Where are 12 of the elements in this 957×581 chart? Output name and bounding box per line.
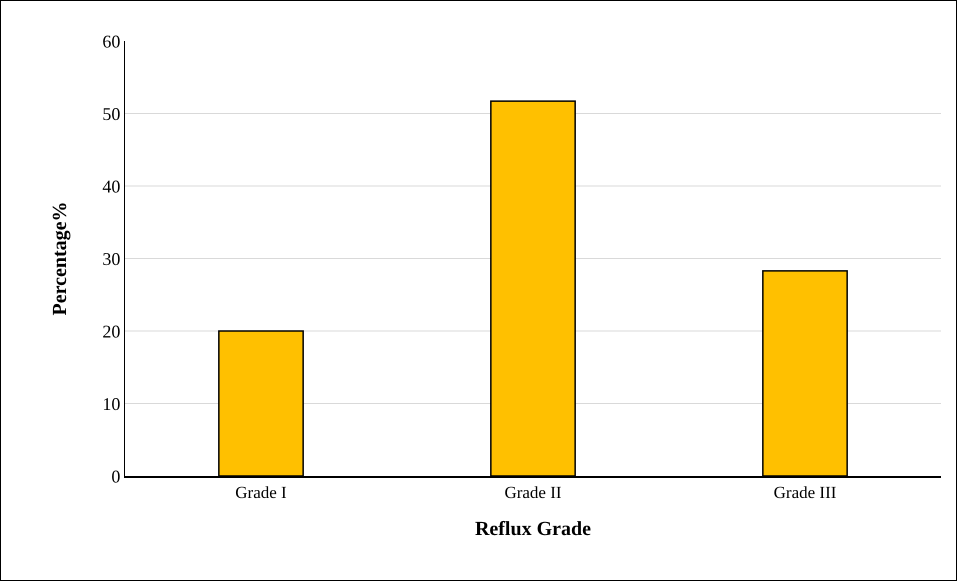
y-tick-label: 10	[102, 394, 120, 414]
y-tick-label: 50	[102, 104, 120, 124]
x-axis-title: Reflux Grade	[474, 518, 592, 540]
x-tick-label: Grade II	[504, 483, 562, 502]
y-tick-label: 30	[102, 248, 120, 269]
y-tick-label: 60	[102, 31, 120, 52]
y-tick-label: 0	[111, 466, 120, 486]
y-axis-title: Percentage%	[48, 201, 71, 316]
y-tick-label: 20	[102, 321, 120, 342]
x-tick-label: Grade I	[235, 483, 288, 502]
x-tick-label: Grade III	[774, 483, 837, 502]
y-tick-label: 40	[102, 176, 120, 196]
